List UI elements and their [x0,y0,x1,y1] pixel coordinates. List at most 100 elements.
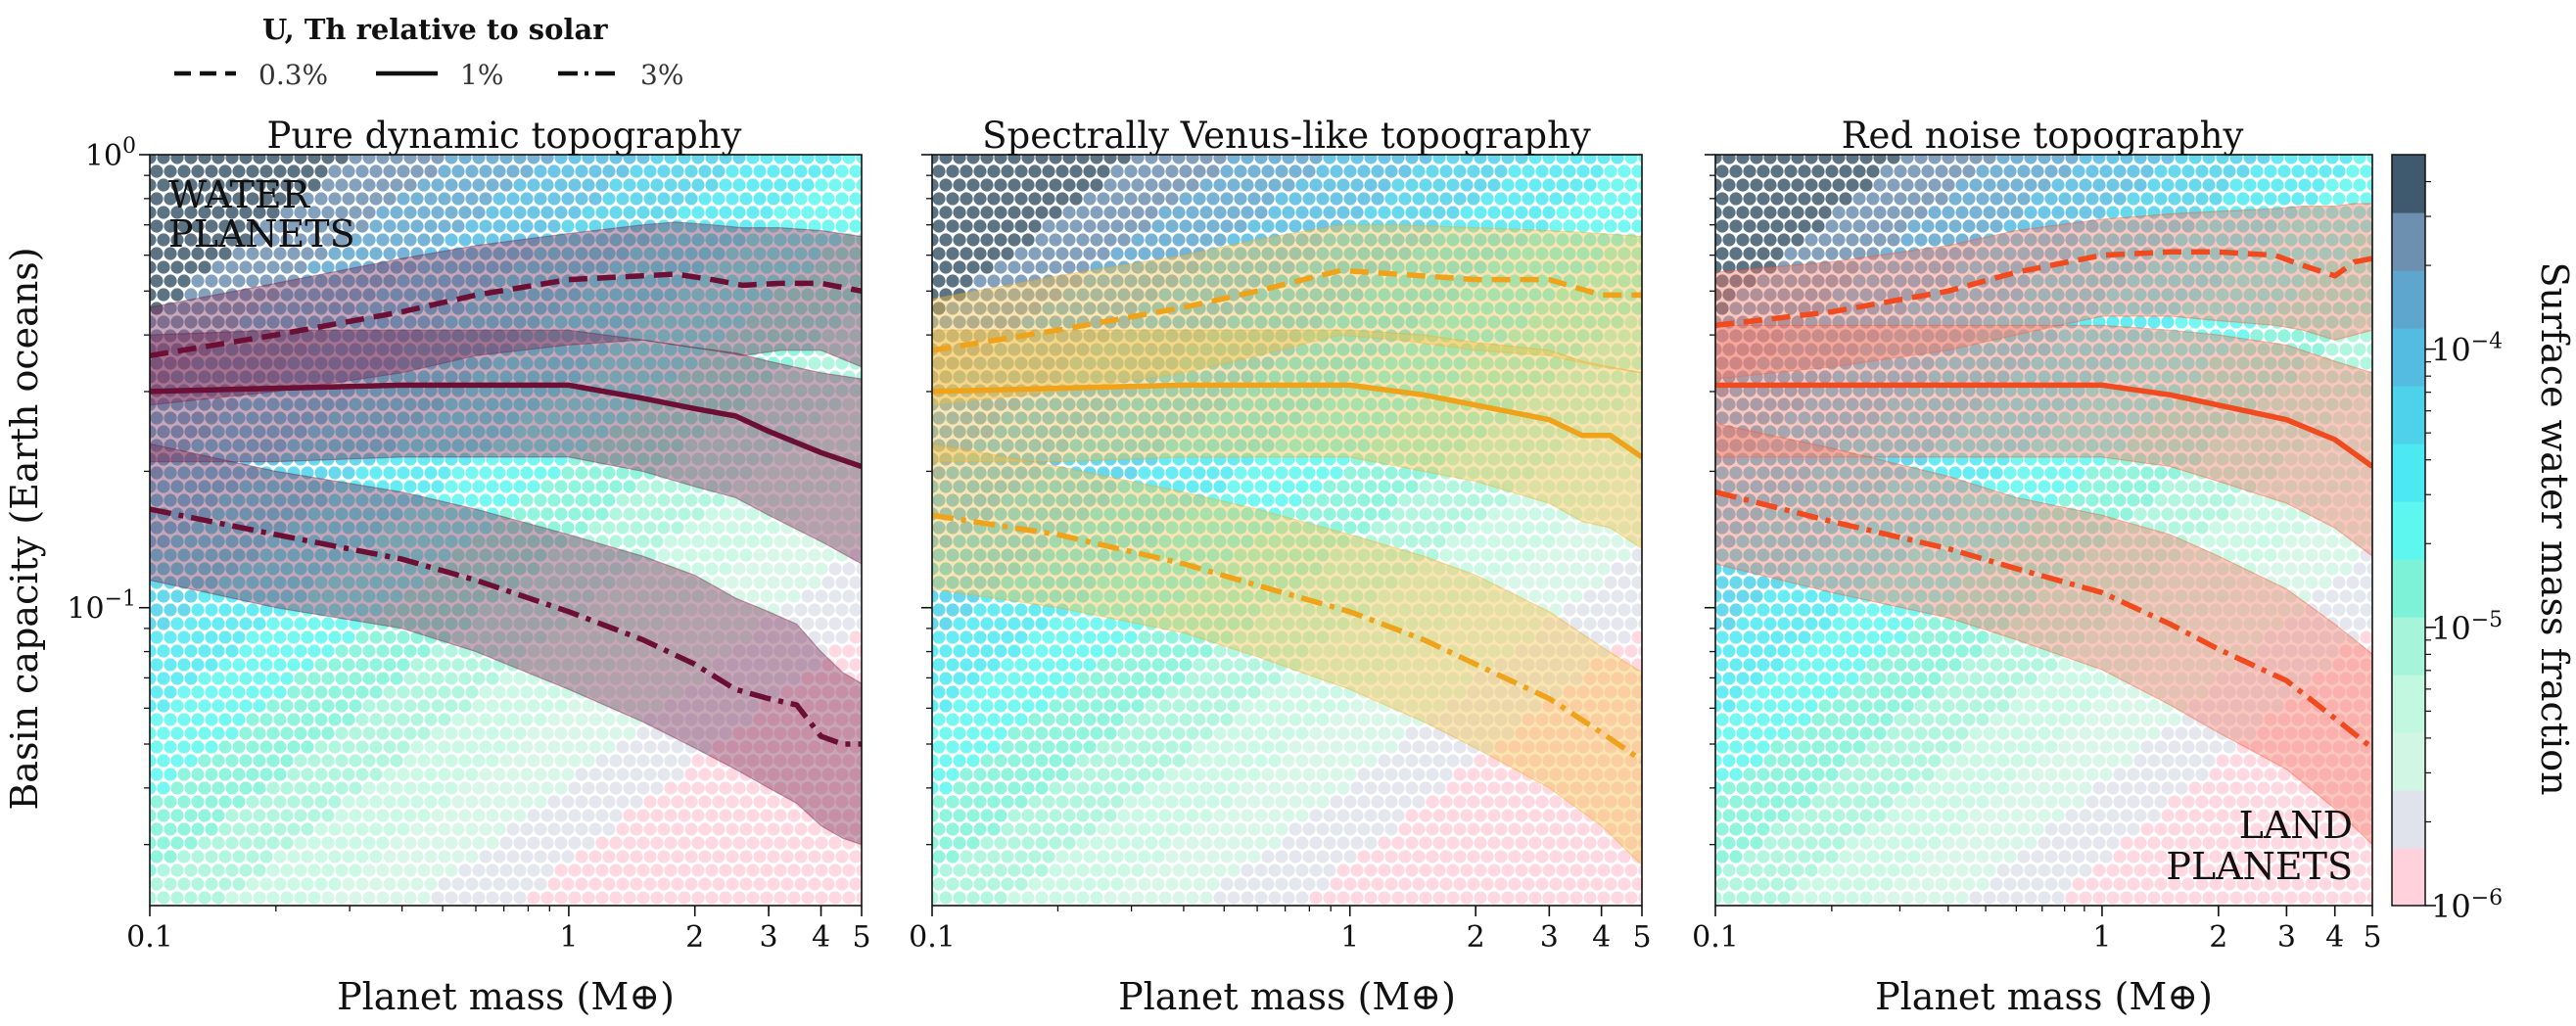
water-fraction-dot [568,781,582,795]
water-fraction-dot [726,822,739,836]
water-fraction-dot [726,658,739,672]
water-fraction-dot [691,891,705,905]
water-fraction-dot [828,726,842,740]
water-fraction-dot [157,726,170,740]
water-fraction-dot [513,617,527,630]
water-fraction-dot [540,535,554,548]
water-fraction-dot [712,164,726,178]
water-fraction-dot [973,274,987,288]
water-fraction-dot [636,644,650,658]
water-fraction-dot [973,192,987,206]
water-fraction-dot [808,548,821,562]
water-fraction-dot [787,589,801,603]
water-fraction-dot [431,726,445,740]
water-fraction-dot [369,768,383,781]
water-fraction-dot [294,233,307,247]
water-fraction-dot [856,535,862,548]
water-fraction-dot [280,781,294,795]
water-fraction-dot [616,439,630,452]
water-fraction-dot [157,863,170,877]
water-fraction-dot [205,630,218,644]
water-fraction-dot [397,521,410,535]
water-fraction-dot [321,452,335,466]
water-fraction-dot [458,260,472,274]
water-fraction-dot [349,480,362,493]
water-fraction-dot [547,356,561,370]
water-fraction-dot [760,672,773,685]
water-fraction-dot [253,452,266,466]
water-fraction-dot [513,836,527,850]
water-fraction-dot [314,219,328,233]
water-fraction-dot [438,768,451,781]
water-fraction-dot [1597,617,1611,630]
water-fraction-dot [266,288,280,302]
water-fraction-dot [732,672,746,685]
water-fraction-dot [1384,521,1398,535]
water-fraction-dot [520,548,534,562]
water-fraction-dot [780,630,794,644]
water-fraction-dot [191,521,205,535]
water-fraction-dot [650,343,664,356]
water-fraction-dot [630,768,643,781]
water-fraction-dot [218,439,232,452]
water-fraction-dot [630,329,643,343]
water-fraction-dot [595,809,609,822]
water-fraction-dot [1151,466,1165,480]
water-fraction-dot [259,356,273,370]
water-fraction-dot [1199,206,1213,219]
water-fraction-dot [739,850,753,863]
water-fraction-dot [342,768,355,781]
water-fraction-dot [527,672,540,685]
water-fraction-dot [643,548,657,562]
water-fraction-dot [465,493,479,507]
water-fraction-dot [691,480,705,493]
water-fraction-dot [568,507,582,521]
water-fraction-dot [424,548,438,562]
water-fraction-dot [815,233,828,247]
water-fraction-dot [431,343,445,356]
water-fraction-dot [547,822,561,836]
water-fraction-dot [575,768,588,781]
water-fraction-dot [835,850,849,863]
water-fraction-dot [403,836,417,850]
water-fraction-dot [321,726,335,740]
water-fraction-dot [540,891,554,905]
water-fraction-dot [684,356,698,370]
water-fraction-dot [746,370,760,384]
water-fraction-dot [794,576,808,589]
water-fraction-dot [369,713,383,726]
water-fraction-dot [198,672,211,685]
water-fraction-dot [499,178,513,192]
water-fraction-dot [821,630,835,644]
water-fraction-dot [787,370,801,384]
water-fraction-dot [376,206,390,219]
water-fraction-dot [321,260,335,274]
water-fraction-dot [1110,247,1124,260]
water-fraction-dot [314,685,328,699]
water-fraction-dot [266,726,280,740]
water-fraction-dot [726,795,739,809]
water-fraction-dot [664,891,678,905]
water-fraction-dot [506,192,520,206]
water-fraction-dot [588,164,602,178]
water-fraction-dot [287,850,301,863]
water-fraction-dot [150,685,164,699]
water-fraction-dot [760,891,773,905]
water-fraction-dot [287,630,301,644]
water-fraction-dot [787,535,801,548]
water-fraction-dot [760,726,773,740]
water-fraction-dot [492,302,506,315]
water-fraction-dot [177,576,191,589]
water-fraction-dot [280,206,294,219]
water-fraction-dot [486,809,499,822]
water-fraction-dot [218,192,232,206]
water-fraction-dot [636,155,650,164]
water-fraction-dot [191,603,205,617]
water-fraction-dot [773,562,787,576]
water-fraction-dot [609,343,623,356]
water-fraction-dot [705,155,719,164]
water-fraction-dot [643,384,657,397]
water-fraction-dot [630,493,643,507]
water-fraction-dot [369,356,383,370]
water-fraction-dot [294,754,307,768]
